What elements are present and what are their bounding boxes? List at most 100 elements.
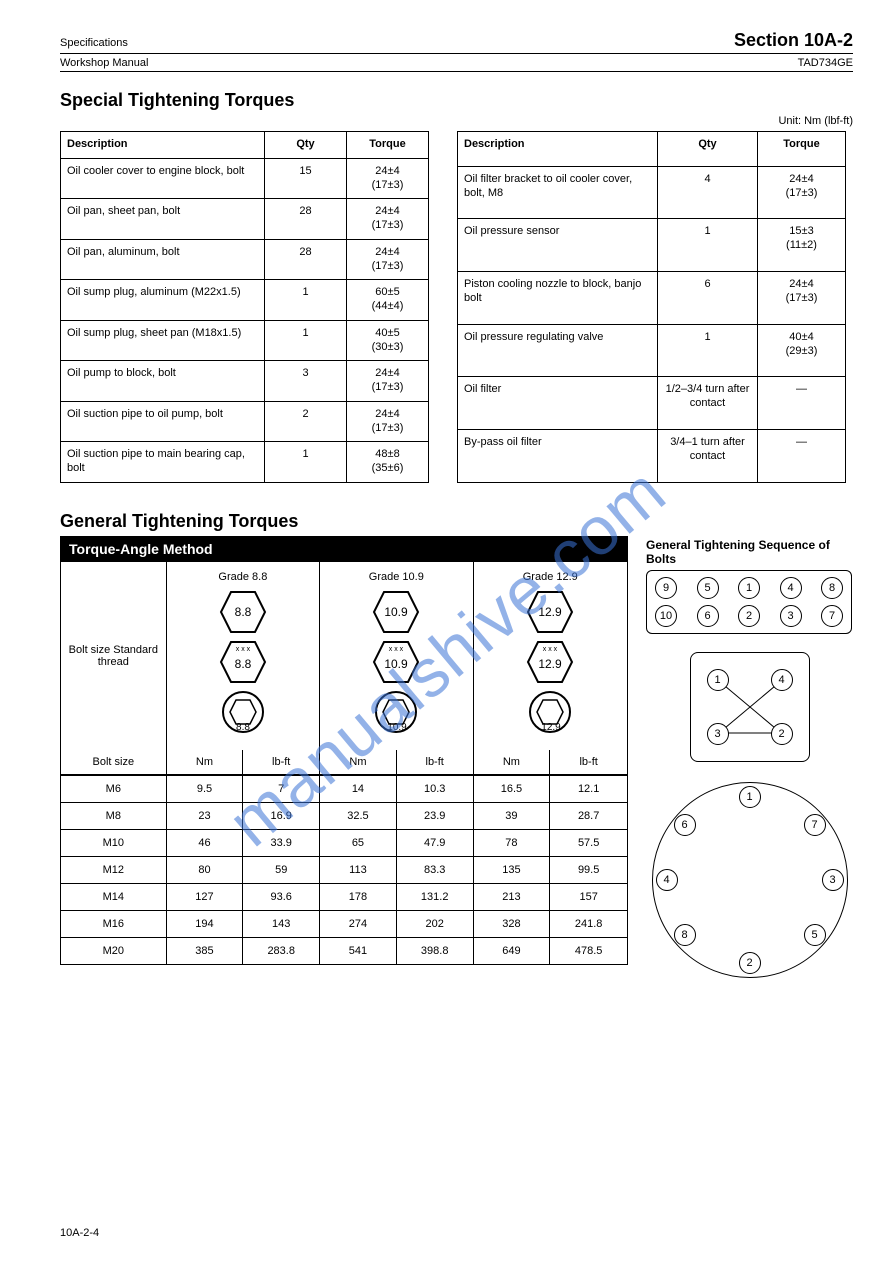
torque-cell: 213 bbox=[474, 884, 551, 910]
sequence-num: 4 bbox=[780, 577, 802, 599]
table-cell: 24±4 (17±3) bbox=[347, 361, 429, 402]
torque-head-ft: lb-ft bbox=[397, 750, 474, 774]
torque-cell: 57.5 bbox=[550, 830, 627, 856]
table-cell: 40±5 (30±3) bbox=[347, 320, 429, 361]
table-cell: Oil pressure sensor bbox=[458, 219, 658, 272]
torque-cell: 113 bbox=[320, 857, 397, 883]
hex-bolt-marked-icon: x x x12.9 bbox=[526, 640, 574, 684]
table-cell: — bbox=[758, 430, 846, 483]
torque-cell: 274 bbox=[320, 911, 397, 937]
torque-head-nm: Nm bbox=[320, 750, 397, 774]
sequence-num: 2 bbox=[739, 952, 761, 974]
svg-text:8.8: 8.8 bbox=[235, 657, 252, 671]
sequence-num: 5 bbox=[804, 924, 826, 946]
table-cell: 1/2–3/4 turn after contact bbox=[658, 377, 758, 430]
table-cell: Oil pressure regulating valve bbox=[458, 324, 658, 377]
table-cell: 1 bbox=[658, 219, 758, 272]
hex-bolt-icon: 12.9 bbox=[526, 590, 574, 634]
torque-cell: 10.3 bbox=[397, 776, 474, 802]
torque-left-col: Torque-Angle Method Bolt size Standard t… bbox=[60, 536, 628, 965]
table-col-desc: Description bbox=[458, 132, 658, 167]
table-cell: 4 bbox=[658, 166, 758, 219]
section-title: Special Tightening Torques bbox=[60, 90, 853, 111]
socket-head-icon: 8.8 bbox=[221, 690, 265, 734]
torque-cell: 16.5 bbox=[474, 776, 551, 802]
torque-head-row: Bolt size Nm lb-ft Nm lb-ft Nm lb-ft bbox=[60, 750, 628, 775]
torque-cell: 28.7 bbox=[550, 803, 627, 829]
table-row: Oil filter bracket to oil cooler cover, … bbox=[458, 166, 846, 219]
sequence-num: 7 bbox=[821, 605, 843, 627]
table-cell: Oil suction pipe to oil pump, bolt bbox=[61, 401, 265, 442]
sequence-num: 3 bbox=[707, 723, 729, 745]
svg-text:x x x: x x x bbox=[236, 646, 251, 653]
table-cell: 24±4 (17±3) bbox=[347, 199, 429, 240]
table-col-torque: Torque bbox=[758, 132, 846, 167]
table-row: Oil suction pipe to main bearing cap, bo… bbox=[61, 442, 429, 483]
table-cell: 60±5 (44±4) bbox=[347, 280, 429, 321]
sequence-num: 7 bbox=[804, 814, 826, 836]
torque-data-row: M69.571410.316.512.1 bbox=[60, 775, 628, 803]
hex-bolt-marked-icon: x x x 8.8 bbox=[219, 640, 267, 684]
sequence-square-4: 1 4 3 2 bbox=[690, 652, 810, 762]
torque-cell: 33.9 bbox=[243, 830, 320, 856]
torque-data-row: M82316.932.523.93928.7 bbox=[60, 803, 628, 830]
sequence-num: 4 bbox=[771, 669, 793, 691]
torque-cell: 59 bbox=[243, 857, 320, 883]
table-row: Oil sump plug, aluminum (M22x1.5)160±5 (… bbox=[61, 280, 429, 321]
torque-data-row: M20385283.8541398.8649478.5 bbox=[60, 938, 628, 965]
sequence-num: 9 bbox=[655, 577, 677, 599]
table-cell: 24±4 (17±3) bbox=[758, 166, 846, 219]
table-row: By-pass oil filter3/4–1 turn after conta… bbox=[458, 430, 846, 483]
footer-page-number: 10A-2-4 bbox=[60, 1227, 99, 1239]
grade-label: Grade 12.9 bbox=[523, 570, 578, 584]
sequence-num: 3 bbox=[780, 605, 802, 627]
subheader-bar: Workshop Manual TAD734GE bbox=[60, 57, 853, 72]
sequence-num: 3 bbox=[822, 869, 844, 891]
table-cell: 2 bbox=[265, 401, 347, 442]
header-section-label: Specifications bbox=[60, 37, 128, 49]
page-container: Specifications Section 10A-2 Workshop Ma… bbox=[0, 0, 893, 1020]
torque-head-ft: lb-ft bbox=[243, 750, 320, 774]
sequence-num: 8 bbox=[821, 577, 843, 599]
torque-cell: M12 bbox=[61, 857, 167, 883]
torque-cell: 202 bbox=[397, 911, 474, 937]
sequence-num: 2 bbox=[771, 723, 793, 745]
torque-cell: 23.9 bbox=[397, 803, 474, 829]
table-cell: 24±4 (17±3) bbox=[347, 239, 429, 280]
torque-head-size: Bolt size bbox=[61, 750, 167, 774]
sequence-num: 6 bbox=[674, 814, 696, 836]
torque-cell: 80 bbox=[167, 857, 244, 883]
hex-bolt-marked-icon: x x x10.9 bbox=[372, 640, 420, 684]
table-cell: 3/4–1 turn after contact bbox=[658, 430, 758, 483]
torque-cell: 385 bbox=[167, 938, 244, 964]
table-cell: 1 bbox=[265, 442, 347, 483]
torque-grade-row: Bolt size Standard thread Grade 8.8 8.8 … bbox=[60, 562, 628, 750]
hex-bolt-icon: 10.9 bbox=[372, 590, 420, 634]
svg-text:12.9: 12.9 bbox=[542, 722, 562, 733]
unit-note: Unit: Nm (lbf-ft) bbox=[60, 115, 853, 127]
grade-col-129: Grade 12.9 12.9 x x x12.9 12.9 bbox=[474, 562, 627, 750]
sequence-rect-10: 95148 106237 bbox=[646, 570, 852, 634]
header-section-right: Section 10A-2 bbox=[734, 30, 853, 51]
table-cell: 48±8 (35±6) bbox=[347, 442, 429, 483]
sequence-num: 5 bbox=[697, 577, 719, 599]
svg-text:10.9: 10.9 bbox=[385, 605, 409, 619]
torque-data-row: M16194143274202328241.8 bbox=[60, 911, 628, 938]
torque-cell: M6 bbox=[61, 776, 167, 802]
torque-cell: M14 bbox=[61, 884, 167, 910]
subheader-right: TAD734GE bbox=[798, 57, 853, 69]
torque-cell: 16.9 bbox=[243, 803, 320, 829]
grade-col-88: Grade 8.8 8.8 x x x8.8 8.8 bbox=[167, 562, 320, 750]
torque-cell: 131.2 bbox=[397, 884, 474, 910]
table-cell: 1 bbox=[265, 280, 347, 321]
table-col-qty: Qty bbox=[265, 132, 347, 159]
table-cell: Oil pump to block, bolt bbox=[61, 361, 265, 402]
torque-cell: M8 bbox=[61, 803, 167, 829]
torque-cell: 65 bbox=[320, 830, 397, 856]
sequence-num: 6 bbox=[697, 605, 719, 627]
torque-cell: 23 bbox=[167, 803, 244, 829]
table-cell: 15 bbox=[265, 158, 347, 199]
cross-lines-icon bbox=[691, 653, 809, 761]
table-cell: 6 bbox=[658, 272, 758, 325]
table-col-qty: Qty bbox=[658, 132, 758, 167]
